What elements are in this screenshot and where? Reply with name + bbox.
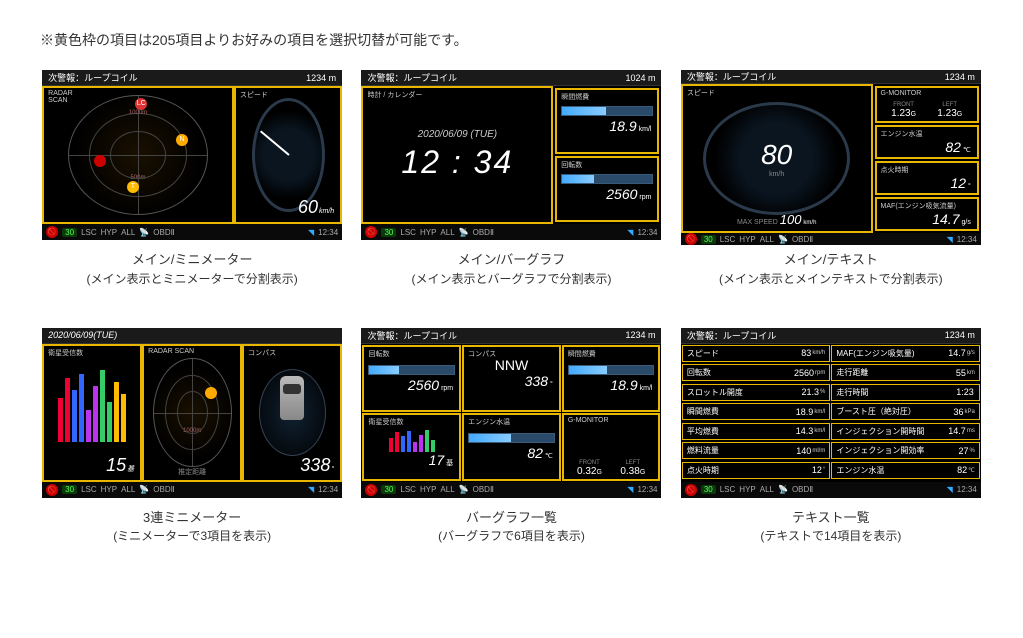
screen-5: 次警報：ループコイル1234 m 回転数2560rpmコンパスNNW338°瞬間… <box>361 328 661 498</box>
warn-label: 次警報：ループコイル <box>48 71 137 84</box>
text-row: インジェクション開時間14.7ms <box>831 423 980 440</box>
fuel-panel: 瞬間燃費 18.9km/l <box>555 88 659 154</box>
clock-time: 12 : 34 <box>363 144 551 181</box>
panel-3: 次警報：ループコイル1234 m スピード 80 km/h MAX SPEED … <box>679 70 983 288</box>
screen-4: 2020/06/09(TUE) 衛星受信数 15基 RADAR SCAN 100… <box>42 328 342 498</box>
bar-cell: G-MONITORFRONT0.32GLEFT0.38G <box>562 413 661 481</box>
screen-3: 次警報：ループコイル1234 m スピード 80 km/h MAX SPEED … <box>681 70 981 240</box>
speed-limit: 30 <box>62 228 77 237</box>
warn-dist: 1234 m <box>306 73 336 83</box>
clock-label: 時計 / カレンダー <box>367 90 422 100</box>
status-obd: OBDⅡ <box>153 228 174 237</box>
status-all: ALL <box>121 228 135 237</box>
rpm-value: 2560 <box>606 186 637 202</box>
text-row: 走行時間1:23 <box>831 384 980 401</box>
rpm-label: 回転数 <box>561 160 582 170</box>
clock-panel: 時計 / カレンダー 2020/06/09 (TUE) 12 : 34 <box>361 86 553 224</box>
text-row: 走行距離55km <box>831 364 980 381</box>
bar-cell: 衛星受信数17基 <box>362 413 461 481</box>
speed-unit: km/h <box>319 208 334 215</box>
text-row: MAF(エンジン吸気流量)14.7g/s <box>875 197 979 231</box>
radar-sub: 推定距離 <box>144 467 240 477</box>
speed-unit: km/h <box>769 171 784 178</box>
text-row: G-MONITORFRONT1.23GLEFT1.23G <box>875 86 979 123</box>
text-row: スロットル開度21.3% <box>682 384 831 401</box>
status-time: 12:34 <box>318 228 338 237</box>
speed-label: スピード <box>687 88 715 98</box>
rpm-panel: 回転数 2560rpm <box>555 156 659 222</box>
text-row: エンジン水温82℃ <box>831 462 980 479</box>
fuel-unit: km/l <box>639 126 652 133</box>
radar-ring-1000: 1000m <box>129 110 147 116</box>
panel-2: 次警報：ループコイル 1024 m 時計 / カレンダー 2020/06/09 (… <box>359 70 663 288</box>
text-row: 瞬間燃費18.9km/l <box>682 403 831 420</box>
sat-value: 15 <box>106 455 126 475</box>
max-value: 100 <box>780 212 802 227</box>
sat-panel: 衛星受信数 15基 <box>42 344 142 482</box>
radar-icon-lc: LC <box>135 98 147 110</box>
panel-5: 次警報：ループコイル1234 m 回転数2560rpmコンパスNNW338°瞬間… <box>359 328 663 546</box>
text-side: G-MONITORFRONT1.23GLEFT1.23Gエンジン水温82℃点火時… <box>873 84 981 233</box>
speed-value: 80 <box>761 139 792 171</box>
compass-value: 338 <box>300 455 330 475</box>
caption-1: メイン/ミニメーター(メイン表示とミニメーターで分割表示) <box>87 250 298 288</box>
car-icon <box>280 376 304 420</box>
radar-dot-icon <box>205 387 217 399</box>
rpm-unit: rpm <box>639 194 651 201</box>
text-row: 平均燃費14.3km/l <box>682 423 831 440</box>
warn-dist: 1024 m <box>625 73 655 83</box>
text-row: 回転数2560rpm <box>682 364 831 381</box>
no-parking-icon: 🚫 <box>46 226 58 238</box>
speed-value: 60 <box>298 197 318 217</box>
text-row: 点火時期12° <box>875 161 979 195</box>
speed-label: スピード <box>240 90 268 100</box>
bar-cell: 瞬間燃費18.9km/l <box>562 345 661 413</box>
warn-label: 次警報：ループコイル <box>367 71 456 84</box>
radar-panel-4: RADAR SCAN 1000m 推定距離 <box>142 344 242 482</box>
note-text: ※黄色枠の項目は205項目よりお好みの項目を選択切替が可能です。 <box>40 30 983 50</box>
status-lsc: LSC <box>81 228 97 237</box>
panel-4: 2020/06/09(TUE) 衛星受信数 15基 RADAR SCAN 100… <box>40 328 344 546</box>
bar-cell: 回転数2560rpm <box>362 345 461 413</box>
max-label: MAX SPEED <box>737 219 778 226</box>
speed-gauge-panel: スピード 80 km/h MAX SPEED 100 km/h <box>681 84 873 233</box>
statusbar: 🚫 30 LSC HYP ALL 📡 OBDⅡ ◥ 12:34 <box>42 224 342 240</box>
topbar: 次警報：ループコイル 1234 m <box>42 70 342 86</box>
date-bar: 2020/06/09(TUE) <box>48 330 117 340</box>
text-row: インジェクション開効率27% <box>831 442 980 459</box>
radar-label: RADAR SCAN <box>48 90 73 104</box>
gps-icon: 📡 <box>139 228 149 237</box>
compass-panel: コンパス 338° <box>242 344 342 482</box>
text-row: 点火時期12° <box>682 462 831 479</box>
text-row: ブースト圧（絶対圧）36kPa <box>831 403 980 420</box>
radar-panel: RADAR SCAN LC N T 1000m 500m <box>42 86 234 224</box>
radar-icon-red <box>94 155 106 167</box>
screen-6: 次警報：ループコイル1234 m スピード83km/hMAF(エンジン吸気量)1… <box>681 328 981 498</box>
clock-date: 2020/06/09 (TUE) <box>363 129 551 140</box>
status-hyp: HYP <box>101 228 117 237</box>
radar-icon-n: N <box>176 134 188 146</box>
text-row: スピード83km/h <box>682 345 831 362</box>
text-row: MAF(エンジン吸気量)14.7g/s <box>831 345 980 362</box>
compass-label: コンパス <box>248 348 276 358</box>
screen-2: 次警報：ループコイル 1024 m 時計 / カレンダー 2020/06/09 (… <box>361 70 661 240</box>
wifi-icon: ◥ <box>308 228 314 237</box>
screen-1: 次警報：ループコイル 1234 m RADAR SCAN LC N T 1000… <box>42 70 342 240</box>
bargraph-grid: 回転数2560rpmコンパスNNW338°瞬間燃費18.9km/l 衛星受信数17… <box>361 344 661 482</box>
layout-grid: 次警報：ループコイル 1234 m RADAR SCAN LC N T 1000… <box>40 70 983 545</box>
bar-cell: エンジン水温82℃ <box>462 413 561 481</box>
bar-cell: コンパスNNW338° <box>462 345 561 413</box>
text-grid: スピード83km/hMAF(エンジン吸気量)14.7g/s回転数2560rpm走… <box>681 344 981 482</box>
text-row: 燃料流量140ml/m <box>682 442 831 459</box>
speed-panel: スピード 60km/h <box>234 86 342 224</box>
fuel-label: 瞬間燃費 <box>561 92 589 102</box>
sat-label: 衛星受信数 <box>48 348 83 358</box>
radar-icon-t: T <box>127 181 139 193</box>
panel-6: 次警報：ループコイル1234 m スピード83km/hMAF(エンジン吸気量)1… <box>679 328 983 546</box>
panel-1: 次警報：ループコイル 1234 m RADAR SCAN LC N T 1000… <box>40 70 344 288</box>
radar-ring-500: 500m <box>131 175 146 181</box>
radar-label-4: RADAR SCAN <box>148 348 194 355</box>
fuel-value: 18.9 <box>609 118 636 134</box>
text-row: エンジン水温82℃ <box>875 125 979 159</box>
